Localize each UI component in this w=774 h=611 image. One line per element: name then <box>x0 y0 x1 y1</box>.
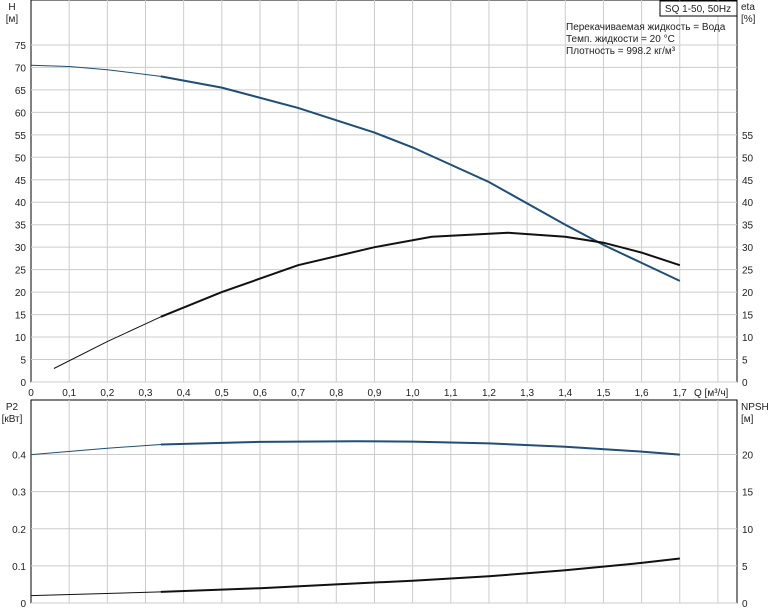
y-tick-label: 0.3 <box>12 488 26 499</box>
x-axis-label: Q [м³/ч] <box>694 388 729 399</box>
chart-title: SQ 1-50, 50Hz <box>665 4 731 15</box>
y2-tick-label: 10 <box>742 333 754 344</box>
plot-area <box>30 399 738 604</box>
y2-tick-label: 25 <box>742 266 754 277</box>
series-line <box>160 231 681 318</box>
y-tick-label: 30 <box>15 243 27 254</box>
y-tick-label: 15 <box>15 311 27 322</box>
y2-tick-label: 55 <box>742 131 754 142</box>
y2-tick-label: 15 <box>742 488 754 499</box>
y2-tick-label: 5 <box>742 356 748 367</box>
y-tick-label: 25 <box>15 266 27 277</box>
x-tick-label: 1,1 <box>444 388 458 399</box>
x-tick-label: 1,7 <box>673 388 687 399</box>
y2-tick-label: 50 <box>742 153 754 164</box>
fluid-note: Темп. жидкости = 20 °C <box>566 34 675 45</box>
x-tick-label: 0,5 <box>215 388 229 399</box>
y-tick-label: 35 <box>15 221 27 232</box>
x-tick-label: 0 <box>28 388 34 399</box>
plot-area <box>30 0 738 383</box>
y-tick-label: 60 <box>15 108 27 119</box>
y2-axis-label: NPSH <box>741 402 769 413</box>
y2-tick-label: 20 <box>742 288 754 299</box>
x-tick-label: 0,1 <box>62 388 76 399</box>
y-tick-label: 65 <box>15 86 27 97</box>
y2-axis-label: eta <box>741 2 755 13</box>
y2-axis-unit: [м] <box>741 414 754 425</box>
series-line <box>160 557 680 593</box>
y-tick-label: 40 <box>15 198 27 209</box>
x-tick-label: 1,5 <box>596 388 610 399</box>
y2-tick-label: 45 <box>742 176 754 187</box>
x-tick-label: 1,4 <box>558 388 572 399</box>
y-tick-label: 0 <box>20 378 26 389</box>
y2-tick-label: 30 <box>742 243 754 254</box>
y-tick-label: 5 <box>20 356 26 367</box>
x-tick-label: 0,4 <box>177 388 191 399</box>
y-axis-unit: [м] <box>6 14 19 25</box>
x-tick-label: 0,6 <box>253 388 267 399</box>
x-tick-label: 0,2 <box>100 388 114 399</box>
y2-tick-label: 0 <box>742 378 748 389</box>
y2-tick-label: 10 <box>742 525 754 536</box>
y-tick-label: 0.1 <box>12 562 26 573</box>
y-tick-label: 0.4 <box>12 451 26 462</box>
y2-tick-label: 35 <box>742 221 754 232</box>
x-tick-label: 0,3 <box>139 388 153 399</box>
y-tick-label: 45 <box>15 176 27 187</box>
y-tick-label: 0 <box>20 599 26 610</box>
y-axis-unit: [кВт] <box>2 414 23 425</box>
y2-tick-label: 15 <box>742 311 754 322</box>
x-tick-label: 0,9 <box>368 388 382 399</box>
series-line <box>160 75 681 282</box>
y-tick-label: 10 <box>15 333 27 344</box>
y-tick-label: 50 <box>15 153 27 164</box>
x-tick-label: 0,8 <box>329 388 343 399</box>
x-tick-label: 1,6 <box>635 388 649 399</box>
y2-tick-label: 0 <box>742 599 748 610</box>
y-tick-label: 70 <box>15 63 27 74</box>
series-line <box>160 440 680 456</box>
y-tick-label: 55 <box>15 131 27 142</box>
y2-axis-unit: [%] <box>741 14 756 25</box>
title-box <box>659 0 738 17</box>
y2-tick-label: 40 <box>742 198 754 209</box>
x-tick-label: 1,2 <box>482 388 496 399</box>
y-axis-label: P2 <box>6 402 19 413</box>
y2-tick-label: 5 <box>742 562 748 573</box>
fluid-note: Плотность = 998.2 кг/м³ <box>566 46 676 57</box>
x-tick-label: 1,0 <box>406 388 420 399</box>
y-tick-label: 75 <box>15 41 27 52</box>
y-tick-label: 0.2 <box>12 525 26 536</box>
y-tick-label: 20 <box>15 288 27 299</box>
x-tick-label: 1,3 <box>520 388 534 399</box>
y2-tick-label: 20 <box>742 451 754 462</box>
x-tick-label: 0,7 <box>291 388 305 399</box>
fluid-note: Перекачиваемая жидкость = Вода <box>566 22 726 33</box>
y-axis-label: H <box>8 2 15 13</box>
